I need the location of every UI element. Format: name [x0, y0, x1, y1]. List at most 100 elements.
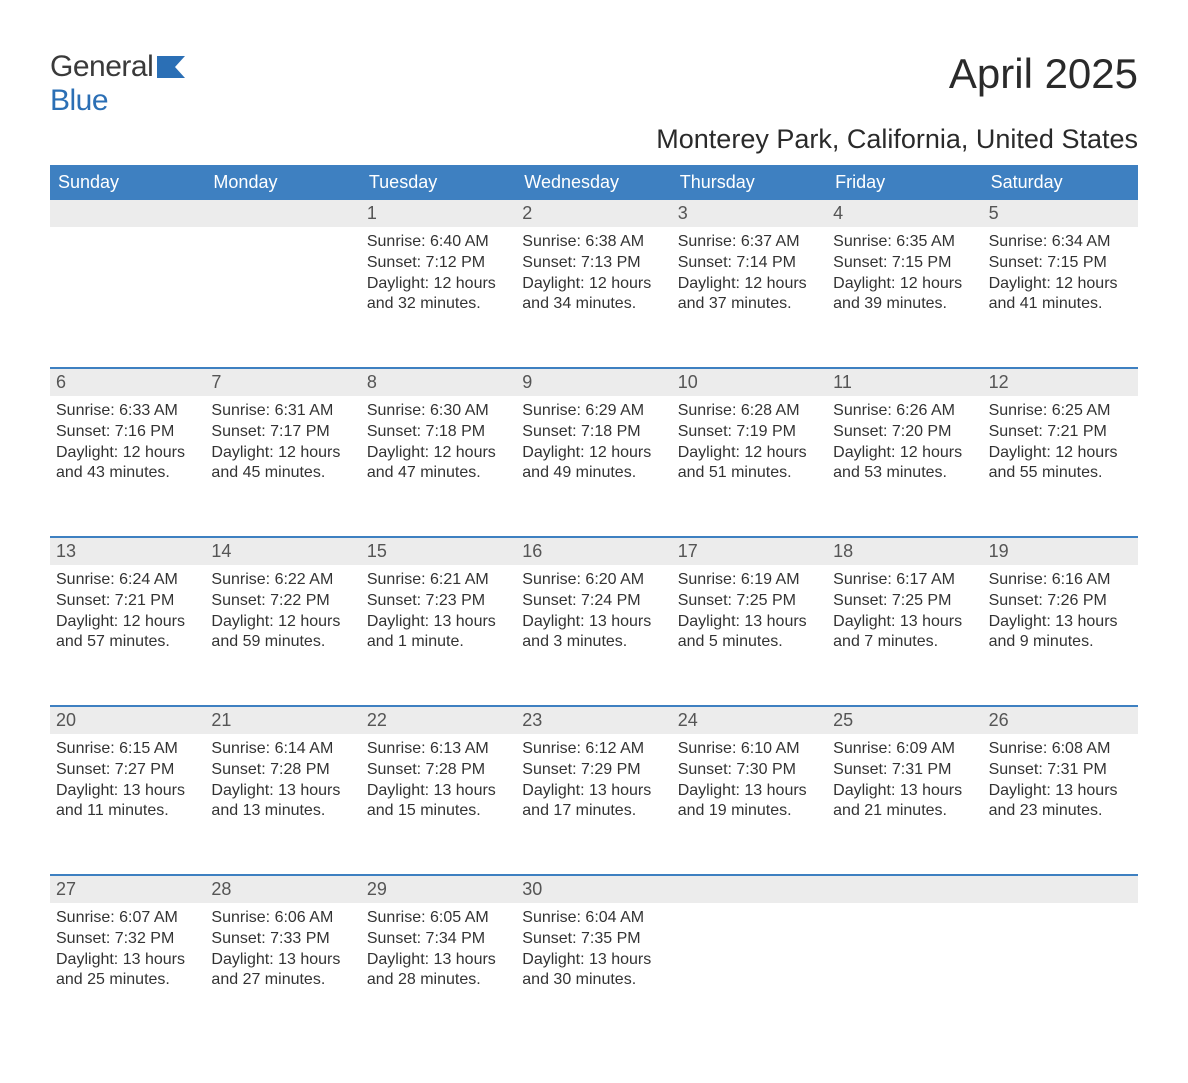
- day-info-line: Sunset: 7:34 PM: [367, 929, 510, 950]
- day-info-line: Sunset: 7:30 PM: [678, 760, 821, 781]
- day-info-line: Daylight: 13 hours: [367, 950, 510, 971]
- month-title: April 2025: [949, 50, 1138, 98]
- day-number: 13: [50, 538, 205, 565]
- day-cell: [205, 227, 360, 349]
- day-info-line: Daylight: 12 hours: [989, 443, 1132, 464]
- day-info-line: and 37 minutes.: [678, 294, 821, 315]
- day-info-line: Sunset: 7:31 PM: [833, 760, 976, 781]
- day-number: 28: [205, 876, 360, 903]
- weekday-header: Monday: [205, 165, 360, 200]
- day-info-line: Sunrise: 6:17 AM: [833, 570, 976, 591]
- day-info-line: Sunrise: 6:07 AM: [56, 908, 199, 929]
- day-info-line: Sunset: 7:35 PM: [522, 929, 665, 950]
- day-info-line: Daylight: 13 hours: [56, 781, 199, 802]
- daynum-strip: 6789101112: [50, 367, 1138, 396]
- day-info-line: Sunrise: 6:09 AM: [833, 739, 976, 760]
- weekday-header: Friday: [827, 165, 982, 200]
- day-info-line: and 28 minutes.: [367, 970, 510, 991]
- week-row: 13141516171819Sunrise: 6:24 AMSunset: 7:…: [50, 536, 1138, 705]
- day-cell: Sunrise: 6:21 AMSunset: 7:23 PMDaylight:…: [361, 565, 516, 687]
- daynum-strip: 27282930: [50, 874, 1138, 903]
- day-number: [672, 876, 827, 903]
- day-info-line: Sunrise: 6:16 AM: [989, 570, 1132, 591]
- header: General Blue April 2025: [50, 50, 1138, 118]
- day-info-line: and 23 minutes.: [989, 801, 1132, 822]
- day-info-line: and 21 minutes.: [833, 801, 976, 822]
- day-cell: Sunrise: 6:17 AMSunset: 7:25 PMDaylight:…: [827, 565, 982, 687]
- day-info-line: and 45 minutes.: [211, 463, 354, 484]
- day-info-line: Sunrise: 6:25 AM: [989, 401, 1132, 422]
- day-info-line: Sunset: 7:18 PM: [367, 422, 510, 443]
- day-info-line: and 47 minutes.: [367, 463, 510, 484]
- day-number: 14: [205, 538, 360, 565]
- day-info-line: Sunset: 7:29 PM: [522, 760, 665, 781]
- day-info-line: Daylight: 12 hours: [989, 274, 1132, 295]
- day-info-line: Daylight: 13 hours: [211, 781, 354, 802]
- day-info-line: Sunrise: 6:24 AM: [56, 570, 199, 591]
- day-info-line: Sunset: 7:21 PM: [56, 591, 199, 612]
- day-info-line: Daylight: 12 hours: [833, 274, 976, 295]
- logo-text-general: General: [50, 50, 153, 83]
- day-info-line: and 34 minutes.: [522, 294, 665, 315]
- day-number: 30: [516, 876, 671, 903]
- day-info-line: and 32 minutes.: [367, 294, 510, 315]
- day-info-line: Daylight: 12 hours: [833, 443, 976, 464]
- day-info-line: Sunset: 7:20 PM: [833, 422, 976, 443]
- week-content: Sunrise: 6:33 AMSunset: 7:16 PMDaylight:…: [50, 396, 1138, 536]
- day-cell: Sunrise: 6:19 AMSunset: 7:25 PMDaylight:…: [672, 565, 827, 687]
- day-info-line: Daylight: 12 hours: [211, 612, 354, 633]
- day-cell: Sunrise: 6:22 AMSunset: 7:22 PMDaylight:…: [205, 565, 360, 687]
- weekday-header: Tuesday: [361, 165, 516, 200]
- day-info-line: Sunrise: 6:26 AM: [833, 401, 976, 422]
- day-info-line: Daylight: 13 hours: [678, 612, 821, 633]
- day-number: 4: [827, 200, 982, 227]
- week-content: Sunrise: 6:40 AMSunset: 7:12 PMDaylight:…: [50, 227, 1138, 367]
- day-info-line: Sunset: 7:18 PM: [522, 422, 665, 443]
- day-info-line: and 3 minutes.: [522, 632, 665, 653]
- day-number: 22: [361, 707, 516, 734]
- day-info-line: Sunrise: 6:34 AM: [989, 232, 1132, 253]
- day-number: 24: [672, 707, 827, 734]
- day-cell: Sunrise: 6:05 AMSunset: 7:34 PMDaylight:…: [361, 903, 516, 1025]
- day-info-line: Sunrise: 6:04 AM: [522, 908, 665, 929]
- day-cell: Sunrise: 6:26 AMSunset: 7:20 PMDaylight:…: [827, 396, 982, 518]
- day-info-line: Sunset: 7:16 PM: [56, 422, 199, 443]
- day-info-line: and 19 minutes.: [678, 801, 821, 822]
- day-info-line: Sunrise: 6:14 AM: [211, 739, 354, 760]
- day-number: 10: [672, 369, 827, 396]
- day-cell: Sunrise: 6:33 AMSunset: 7:16 PMDaylight:…: [50, 396, 205, 518]
- day-info-line: Sunrise: 6:28 AM: [678, 401, 821, 422]
- day-info-line: Sunrise: 6:08 AM: [989, 739, 1132, 760]
- weekday-header-row: SundayMondayTuesdayWednesdayThursdayFrid…: [50, 165, 1138, 200]
- day-info-line: Daylight: 12 hours: [56, 612, 199, 633]
- day-number: 23: [516, 707, 671, 734]
- day-number: 12: [983, 369, 1138, 396]
- day-number: 15: [361, 538, 516, 565]
- day-info-line: Daylight: 13 hours: [678, 781, 821, 802]
- day-info-line: Daylight: 12 hours: [56, 443, 199, 464]
- day-number: 16: [516, 538, 671, 565]
- day-number: 8: [361, 369, 516, 396]
- day-info-line: Daylight: 13 hours: [367, 612, 510, 633]
- day-cell: [672, 903, 827, 1025]
- week-row: 20212223242526Sunrise: 6:15 AMSunset: 7:…: [50, 705, 1138, 874]
- day-info-line: Sunrise: 6:19 AM: [678, 570, 821, 591]
- day-info-line: Daylight: 13 hours: [211, 950, 354, 971]
- day-info-line: and 7 minutes.: [833, 632, 976, 653]
- day-info-line: Sunset: 7:28 PM: [211, 760, 354, 781]
- day-info-line: and 11 minutes.: [56, 801, 199, 822]
- day-info-line: Daylight: 12 hours: [367, 274, 510, 295]
- day-info-line: Sunset: 7:32 PM: [56, 929, 199, 950]
- day-info-line: and 53 minutes.: [833, 463, 976, 484]
- week-row: 6789101112Sunrise: 6:33 AMSunset: 7:16 P…: [50, 367, 1138, 536]
- day-number: 25: [827, 707, 982, 734]
- day-cell: Sunrise: 6:40 AMSunset: 7:12 PMDaylight:…: [361, 227, 516, 349]
- day-cell: Sunrise: 6:15 AMSunset: 7:27 PMDaylight:…: [50, 734, 205, 856]
- day-cell: Sunrise: 6:04 AMSunset: 7:35 PMDaylight:…: [516, 903, 671, 1025]
- day-info-line: Sunset: 7:13 PM: [522, 253, 665, 274]
- day-info-line: and 30 minutes.: [522, 970, 665, 991]
- day-info-line: Sunset: 7:21 PM: [989, 422, 1132, 443]
- weekday-header: Thursday: [672, 165, 827, 200]
- weekday-header: Wednesday: [516, 165, 671, 200]
- day-info-line: and 27 minutes.: [211, 970, 354, 991]
